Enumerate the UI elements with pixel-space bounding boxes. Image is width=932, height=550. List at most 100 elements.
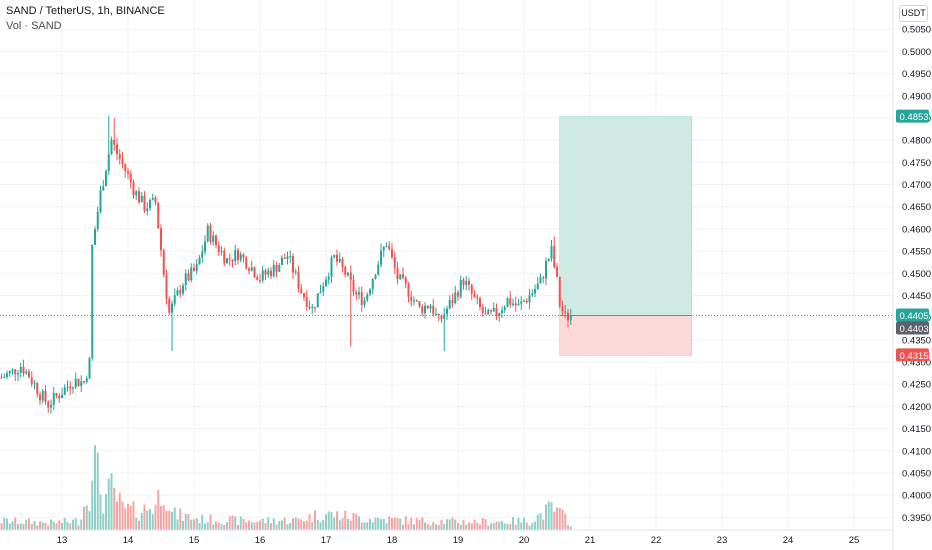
candle-body — [72, 387, 74, 389]
candle-body — [454, 292, 457, 304]
volume-bar — [311, 521, 314, 530]
volume-bar — [424, 522, 426, 530]
volume-bar — [503, 523, 506, 530]
volume-bar — [506, 523, 509, 530]
volume-bar — [490, 523, 492, 530]
time-tick-label: 21 — [585, 535, 596, 546]
target-zone — [559, 116, 693, 316]
candle-body — [462, 279, 465, 286]
volume-bar — [316, 519, 319, 530]
volume-bar — [250, 522, 253, 530]
candle-body — [234, 250, 237, 262]
candle-body — [275, 264, 278, 272]
time-axis[interactable]: 13 14 15 16 17 18 19 20 21 22 23 24 25 — [0, 0, 894, 550]
volume-bar — [498, 521, 501, 530]
candle-body — [162, 250, 165, 275]
candle-body — [143, 195, 146, 212]
volume-bar — [495, 521, 498, 530]
candle-body — [55, 393, 58, 396]
volume-bar — [525, 522, 528, 530]
candle-body — [495, 307, 498, 317]
candle-body — [110, 139, 113, 155]
volume-bar — [281, 520, 283, 530]
volume-bar — [72, 519, 74, 530]
candle-body — [305, 297, 308, 307]
volume-bar — [237, 524, 239, 530]
currency-button[interactable]: USDT — [899, 5, 928, 22]
volume-bar — [514, 524, 517, 530]
price-tick-label: 0.4350 — [902, 335, 931, 346]
candle-body — [311, 306, 314, 309]
price-badge-target — [896, 109, 929, 123]
volume-bar — [292, 518, 294, 530]
volume-bar — [36, 525, 39, 530]
candle-body — [347, 272, 349, 275]
candle-body — [542, 277, 545, 279]
candle-body — [19, 366, 22, 374]
volume-bar — [278, 520, 281, 530]
candle-body — [179, 290, 182, 294]
candle-body — [96, 211, 99, 230]
volume-bar — [39, 521, 41, 530]
price-badge-label-stop: 0.4315 — [900, 351, 929, 362]
candle-body — [44, 390, 47, 402]
time-tick-label: 13 — [57, 535, 68, 546]
symbol-legend[interactable]: SAND / TetherUS, 1h, BINANCE — [6, 5, 165, 17]
volume-bar — [391, 518, 393, 530]
volume-bar — [22, 523, 25, 530]
volume-bar — [531, 523, 534, 530]
volume-bar — [380, 519, 382, 530]
candle-body — [256, 277, 259, 280]
volume-bar — [118, 492, 121, 530]
volume-bar — [487, 525, 490, 530]
volume-bar — [6, 518, 8, 530]
candle-body — [250, 267, 253, 271]
volume-bar — [245, 522, 248, 530]
candle-body — [303, 293, 305, 298]
price-axis[interactable]: 0.50500.50000.49500.49000.48500.48000.47… — [893, 0, 932, 550]
volume-bar — [520, 522, 523, 530]
volume-bar — [47, 525, 50, 530]
volume-bar — [421, 517, 424, 530]
volume-bar — [52, 521, 55, 530]
volume-bar — [492, 523, 495, 530]
candle-body — [338, 258, 341, 262]
volume-legend[interactable]: Vol · SAND — [6, 20, 62, 32]
candle-body — [564, 311, 567, 313]
candle-body — [209, 225, 212, 242]
volume-bar — [149, 509, 151, 530]
candle-body — [129, 173, 132, 183]
volume-bar — [234, 516, 237, 530]
volume-bar — [105, 494, 107, 530]
volume-bar — [542, 519, 545, 530]
candle-body — [525, 300, 528, 303]
candle-body — [506, 298, 509, 308]
candle-body — [547, 258, 550, 262]
stop-zone — [559, 315, 693, 356]
candle-body — [91, 244, 94, 358]
volume-bar — [212, 524, 215, 530]
volume-bar — [44, 523, 47, 530]
volume-bar — [360, 522, 363, 530]
volume-bar — [132, 501, 135, 530]
candle-body — [182, 285, 184, 294]
volume-bar — [176, 519, 179, 530]
volume-bar — [80, 519, 83, 530]
volume-bar — [536, 514, 539, 530]
volume-bar — [366, 522, 369, 530]
volume-bar — [300, 519, 303, 530]
volume-bar — [69, 523, 72, 530]
candle-body — [327, 276, 330, 280]
time-tick-label: 14 — [123, 535, 134, 546]
volume-bar — [446, 519, 448, 530]
candle-body — [545, 261, 547, 279]
candle-body — [30, 377, 33, 384]
volume-bar — [157, 489, 160, 530]
candle-body — [157, 202, 160, 229]
candle-body — [484, 313, 487, 315]
candle-body — [272, 264, 275, 277]
candle-body — [206, 225, 209, 242]
long-position-tool[interactable] — [559, 116, 693, 356]
volume-bar — [308, 514, 311, 530]
